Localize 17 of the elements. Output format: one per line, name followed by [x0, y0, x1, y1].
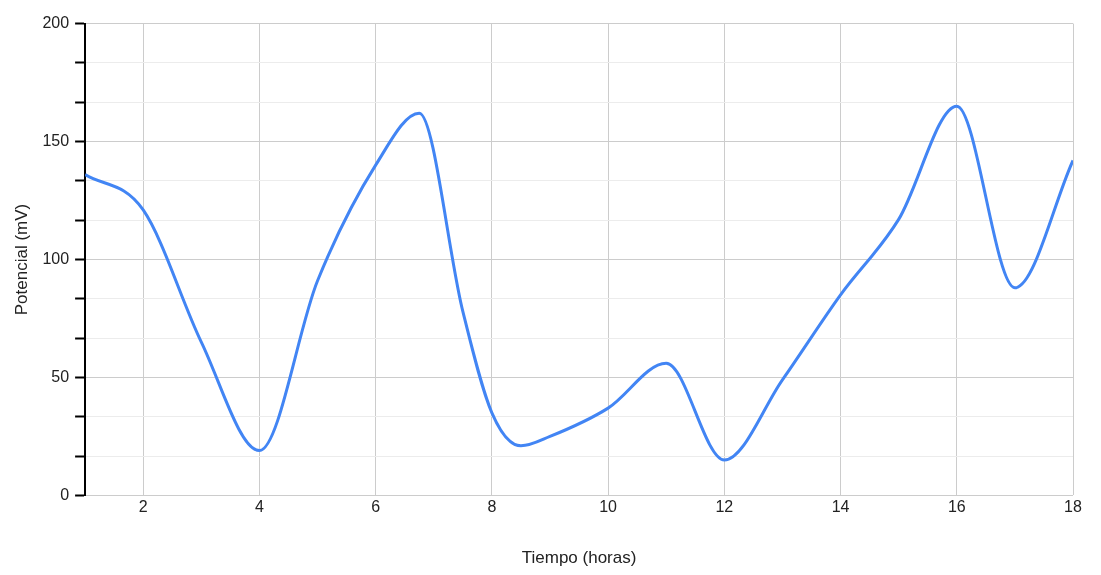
- line-series: [85, 104, 1073, 462]
- x-tick-label: 10: [599, 498, 618, 516]
- x-tick-label: 2: [138, 498, 148, 516]
- x-tick-label: 8: [487, 498, 497, 516]
- y-tick-label: 200: [42, 14, 70, 32]
- x-tick-label: 4: [254, 498, 264, 516]
- x-tick-label: 6: [371, 498, 381, 516]
- x-tick-label: 16: [947, 498, 966, 516]
- y-tick-label: 150: [42, 131, 70, 149]
- y-tick-label: 100: [42, 249, 70, 267]
- x-tick-label: 18: [1064, 498, 1082, 516]
- y-tick-label: 0: [60, 485, 70, 503]
- y-axis-title: Potencial (mV): [11, 203, 31, 316]
- x-tick-label: 12: [715, 498, 734, 516]
- x-tick-label: 14: [831, 498, 850, 516]
- x-axis-title: Tiempo (horas): [521, 548, 637, 568]
- y-tick-label: 50: [51, 367, 70, 385]
